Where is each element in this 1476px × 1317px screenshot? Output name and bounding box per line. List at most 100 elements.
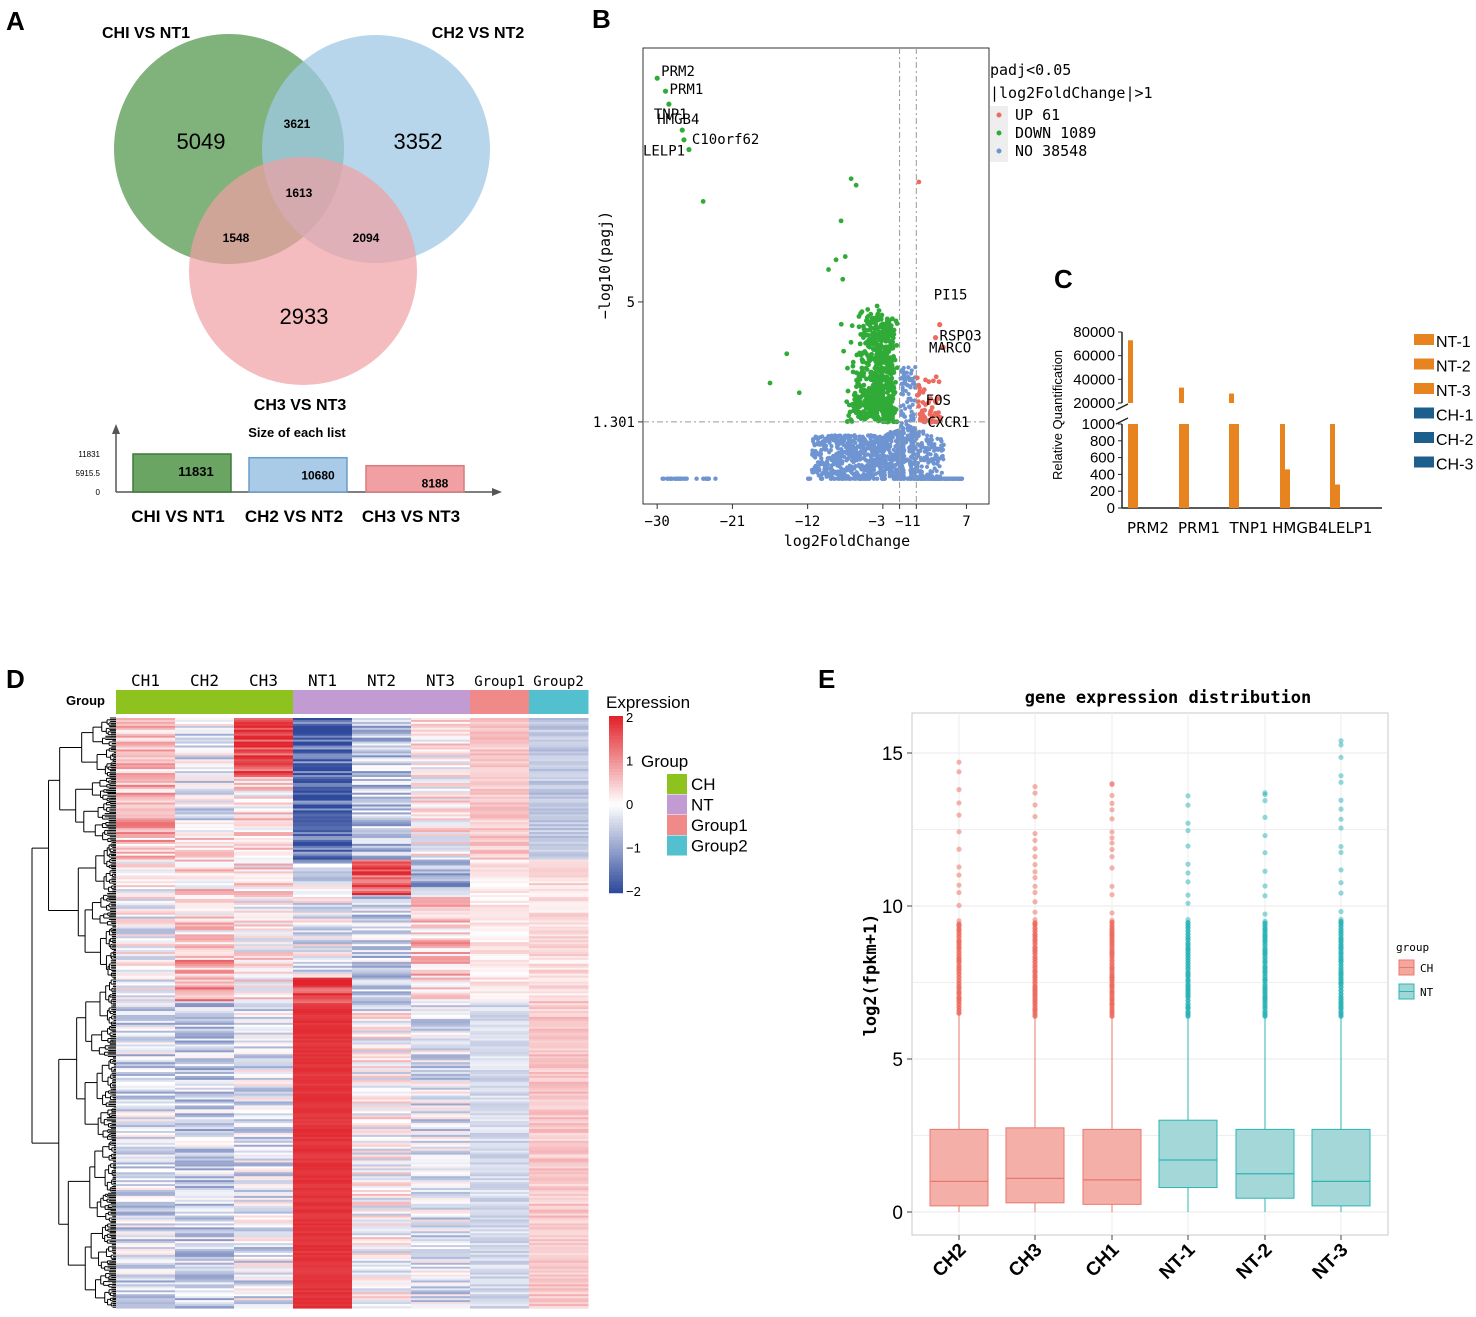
heatmap-cell: [293, 1079, 353, 1083]
heatmap-cell: [352, 1215, 412, 1219]
heatmap-cell: [234, 745, 294, 749]
heatmap-cell: [234, 1158, 294, 1162]
volcano-x-tick: −1: [895, 514, 912, 530]
heatmap-cell: [175, 924, 235, 928]
heatmap-cell: [293, 1026, 353, 1030]
heatmap-cell: [293, 1172, 353, 1175]
volcano-point-no: [866, 459, 871, 464]
heatmap-cell: [116, 1060, 176, 1063]
heatmap-cell: [293, 1168, 353, 1171]
heatmap-cell: [175, 784, 235, 788]
heatmap-cell: [234, 1215, 294, 1219]
heatmap-cell: [175, 1203, 235, 1207]
volcano-point-no: [863, 449, 868, 454]
heatmap-cell: [175, 1268, 235, 1272]
volcano-legend-title-2: |log2FoldChange|>1: [990, 84, 1153, 102]
heatmap-cell: [470, 718, 530, 721]
volcano-point-down: [880, 344, 886, 350]
volcano-point-no: [906, 428, 911, 433]
heatmap-cell: [293, 887, 353, 890]
heatmap-cell: [116, 729, 176, 733]
heatmap-cell: [116, 918, 176, 922]
heatmap-cell: [234, 1070, 294, 1073]
heatmap-cell: [352, 1201, 412, 1205]
volcano-point-no: [877, 470, 883, 475]
volcano-point-no: [934, 468, 939, 474]
heatmap-cell: [175, 1233, 235, 1236]
heatmap-cell: [234, 1272, 294, 1276]
heatmap-cell: [234, 959, 294, 963]
heatmap-cell: [352, 987, 412, 990]
volcano-point-no: [888, 435, 893, 440]
heatmap-cell: [234, 804, 294, 808]
heatmap-cell: [175, 1280, 235, 1284]
heatmap-cell: [175, 1262, 235, 1266]
heatmap-cell: [175, 995, 235, 998]
heatmap-cell: [234, 763, 294, 766]
heatmap-cell: [175, 954, 235, 957]
volcano-point-down: [862, 387, 867, 393]
heatmap-cell: [411, 1223, 471, 1226]
volcano-point-no: [950, 476, 956, 481]
volcano-point-no: [894, 438, 899, 443]
volcano-point-down: [874, 412, 879, 418]
heatmap-cell: [116, 1138, 176, 1142]
heatmap-cell: [352, 1036, 412, 1040]
heatmap-cell: [352, 837, 412, 841]
volcano-point-down: [868, 311, 874, 317]
heatmap-cell: [175, 1207, 235, 1211]
heatmap-cell: [352, 893, 412, 896]
heatmap-cell: [175, 908, 235, 912]
heatmap-cell: [411, 924, 471, 928]
heatmap-cell: [411, 806, 471, 810]
heatmap-cell: [175, 895, 235, 898]
heatmap-cell: [293, 934, 353, 937]
heatmap-cell: [352, 847, 412, 851]
heatmap-cell: [411, 989, 471, 992]
heatmap-cell: [293, 871, 353, 874]
heatmap-cell: [411, 1079, 471, 1083]
volcano-point-no: [713, 476, 718, 481]
heatmap-cell: [411, 818, 471, 821]
heatmap-cell: [293, 1077, 353, 1081]
heatmap-cell: [352, 830, 412, 833]
heatmap-cell: [234, 944, 294, 947]
heatmap-cell: [234, 1075, 294, 1079]
heatmap-cell: [293, 1003, 353, 1006]
heatmap-cell: [234, 782, 294, 786]
volcano-point-no: [865, 452, 871, 457]
heatmap-cell: [411, 771, 471, 774]
heatmap-cell: [234, 1190, 294, 1193]
heatmap-cell: [234, 1077, 294, 1081]
volcano-point-down: [879, 375, 885, 380]
heatmap-cell: [175, 1158, 235, 1162]
volcano-point-no: [827, 450, 832, 455]
heatmap-cell: [175, 769, 235, 772]
volcano-point-up: [916, 179, 922, 185]
heatmap-column: [234, 718, 294, 1309]
heatmap-cell: [175, 1095, 235, 1099]
heatmap-cell: [411, 950, 471, 953]
heatmap-cell: [234, 1223, 294, 1226]
heatmap-cell: [234, 987, 294, 990]
heatmap-cell: [116, 777, 176, 780]
heatmap-cell: [411, 1005, 471, 1008]
heatmap-cell: [352, 786, 412, 790]
heatmap-cell: [116, 718, 176, 721]
heatmap-cell: [352, 936, 412, 939]
heatmap-cell: [175, 1168, 235, 1171]
volcano-point-no: [857, 450, 863, 455]
heatmap-cell: [352, 1247, 412, 1250]
heatmap-cell: [411, 1009, 471, 1012]
qpcr-category: TNP1: [1229, 519, 1269, 537]
heatmap-cell: [175, 855, 235, 859]
heatmap-cell: [352, 912, 412, 916]
heatmap-cell: [116, 1306, 176, 1309]
heatmap-cell: [352, 1188, 412, 1191]
heatmap-cell: [293, 808, 353, 812]
heatmap-cell: [175, 1127, 235, 1130]
heatmap-cell: [116, 857, 176, 861]
volcano-point-no: [941, 476, 946, 481]
heatmap-cell: [175, 790, 235, 794]
volcano-point-no: [935, 461, 940, 466]
